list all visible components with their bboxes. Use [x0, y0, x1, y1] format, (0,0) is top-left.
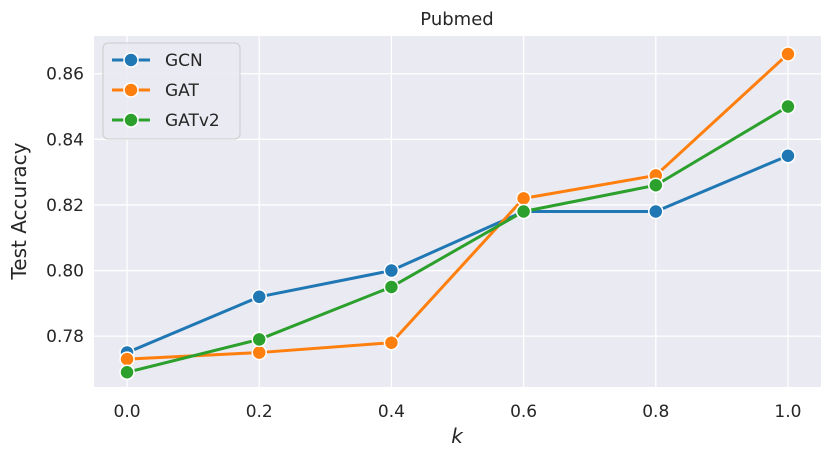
data-point-gcn	[648, 203, 664, 220]
legend-marker-gatv2	[123, 112, 139, 128]
data-point-gatv2	[251, 331, 267, 348]
series-line-gat	[125, 52, 790, 361]
x-tick-label: 0.4	[378, 402, 405, 422]
data-point-gat	[119, 351, 135, 367]
data-point-gat	[383, 334, 400, 351]
data-point-gatv2	[780, 98, 796, 115]
data-point-gatv2	[119, 364, 135, 380]
x-axis-label: k	[451, 424, 464, 448]
y-tick-label: 0.84	[46, 130, 84, 150]
y-axis-label: Test Accuracy	[7, 142, 31, 280]
data-point-gatv2	[383, 279, 400, 295]
data-point-gat	[515, 190, 532, 207]
data-point-gcn	[251, 289, 267, 305]
data-point-gatv2	[648, 177, 664, 194]
x-tick-label: 0.2	[246, 402, 273, 422]
legend-label-gat: GAT	[165, 81, 199, 101]
chart-title: Pubmed	[420, 9, 493, 30]
series-points	[119, 46, 796, 380]
legend-box	[102, 42, 241, 140]
x-tick-label: 0.8	[642, 402, 669, 422]
y-tick-label: 0.80	[46, 262, 84, 282]
x-tick-label: 0.0	[114, 402, 141, 422]
series-line-gatv2	[125, 105, 790, 374]
y-tick-label: 0.78	[46, 327, 84, 347]
series-lines	[125, 52, 790, 374]
data-point-gatv2	[515, 203, 532, 220]
x-tick-label: 0.6	[510, 402, 537, 422]
data-point-gcn	[383, 262, 400, 279]
legend-marker-gcn	[123, 52, 139, 68]
x-tick-labels: 0.0 0.2 0.4 0.6 0.8 1.0	[114, 402, 802, 422]
data-point-gcn	[780, 147, 796, 164]
legend-label-gcn: GCN	[165, 51, 203, 71]
legend-marker-gat	[123, 82, 139, 98]
data-point-gat	[780, 46, 796, 62]
grid-lines	[94, 36, 821, 387]
y-tick-label: 0.86	[46, 65, 84, 85]
x-tick-label: 1.0	[774, 402, 801, 422]
data-point-gat	[251, 344, 267, 361]
y-tick-label: 0.82	[46, 196, 84, 216]
legend-label-gatv2: GATv2	[165, 111, 220, 131]
legend: GCN GAT GATv2	[102, 42, 241, 140]
y-tick-labels: 0.78 0.80 0.82 0.84 0.86	[46, 65, 84, 347]
series-line-gcn	[125, 154, 790, 355]
